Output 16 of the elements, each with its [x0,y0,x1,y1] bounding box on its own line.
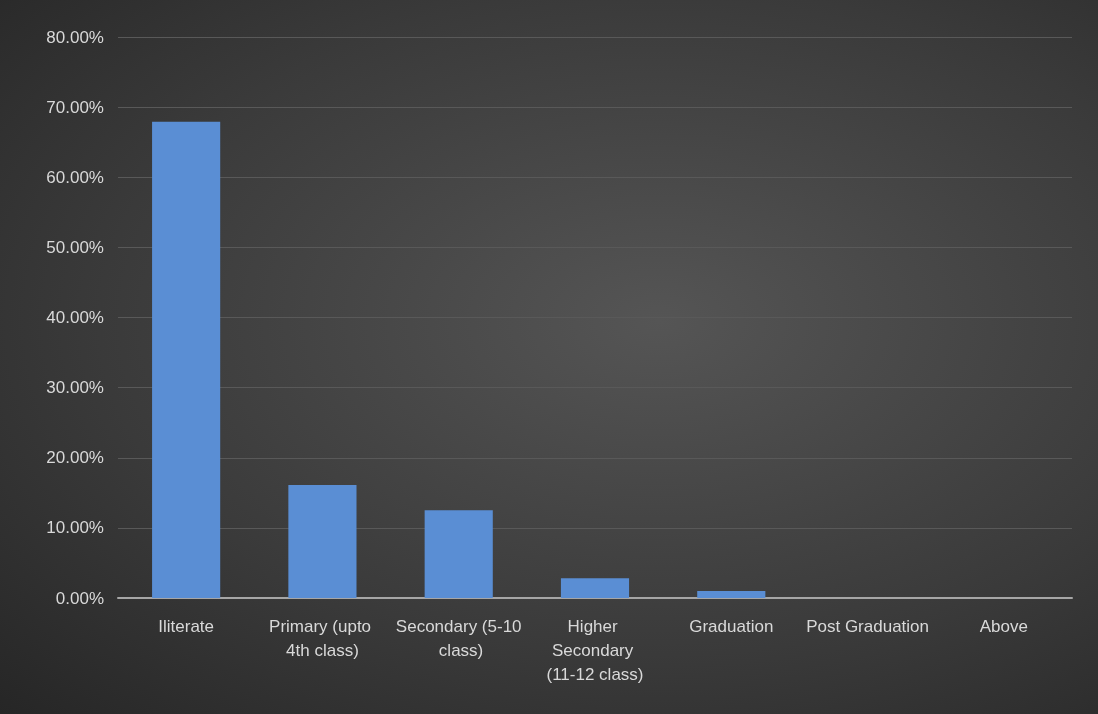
y-tick-label: 50.00% [46,237,104,257]
y-tick-label: 10.00% [46,518,104,538]
x-tick-label: Graduation [689,616,774,636]
x-tick-label: Primary (upto 4th class) [269,616,376,660]
y-tick-label: 40.00% [46,308,104,327]
y-tick-label: 20.00% [46,448,104,468]
y-tick-label: 60.00% [46,167,104,187]
x-tick-label: Above [979,616,1028,636]
x-tick-label: Post Graduation [806,616,929,636]
y-tick-label: 0.00% [55,588,104,608]
x-tick-label: Secondary (5-10 class) [395,616,522,660]
x-tick-label: Iliterate [158,616,215,636]
y-tick-label: 30.00% [46,378,104,398]
y-tick-label: 80.00% [46,27,104,47]
y-tick-label: 70.00% [46,97,104,117]
x-tick-label: Higher Secondary (11-12 class) [546,616,644,684]
